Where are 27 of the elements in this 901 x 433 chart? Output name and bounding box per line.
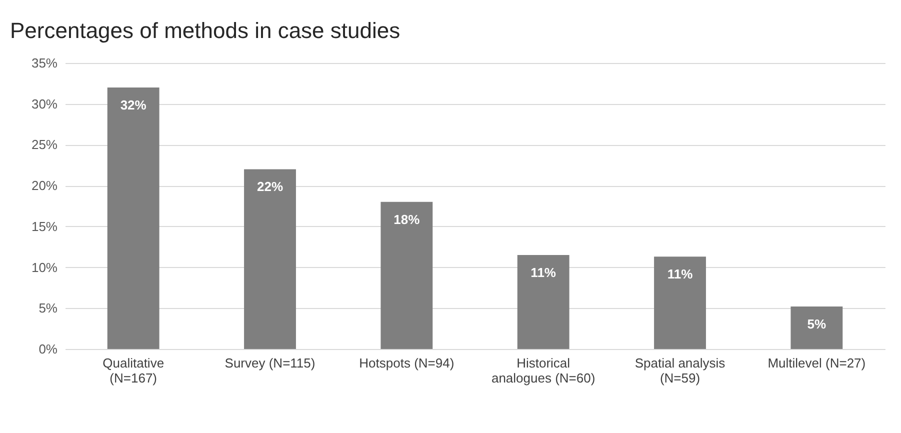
- bar: [244, 169, 296, 349]
- x-tick-label: Survey (N=115): [224, 356, 316, 370]
- x-tick-label: Spatial analysis (N=59): [634, 356, 726, 386]
- y-tick-label: 25%: [31, 137, 58, 152]
- x-tick-label: Qualitative (N=167): [102, 356, 164, 386]
- bar: [107, 88, 160, 349]
- y-tick-label: 15%: [31, 218, 58, 234]
- x-tick-label: Historical analogues (N=60): [491, 356, 596, 386]
- x-tick-label: Hotspots (N=94): [359, 356, 454, 370]
- bar: [517, 255, 570, 349]
- data-label: 11%: [530, 265, 556, 280]
- bar: [654, 256, 706, 349]
- data-label: 5%: [807, 316, 826, 332]
- data-label: 11%: [667, 266, 694, 282]
- y-tick-label: 0%: [38, 342, 58, 356]
- y-tick-label: 5%: [38, 300, 58, 316]
- data-label: 18%: [394, 212, 420, 227]
- y-tick-label: 20%: [31, 178, 58, 194]
- bar: [380, 202, 433, 349]
- data-label: 22%: [256, 179, 284, 194]
- y-tick-label: 35%: [31, 56, 58, 70]
- y-tick-label: 10%: [31, 260, 58, 275]
- x-tick-label: Multilevel (N=27): [768, 356, 866, 370]
- y-tick-label: 30%: [31, 96, 58, 112]
- data-label: 32%: [120, 98, 147, 113]
- bar: [790, 306, 843, 349]
- chart-title: Percentages of methods in case studies: [10, 18, 400, 43]
